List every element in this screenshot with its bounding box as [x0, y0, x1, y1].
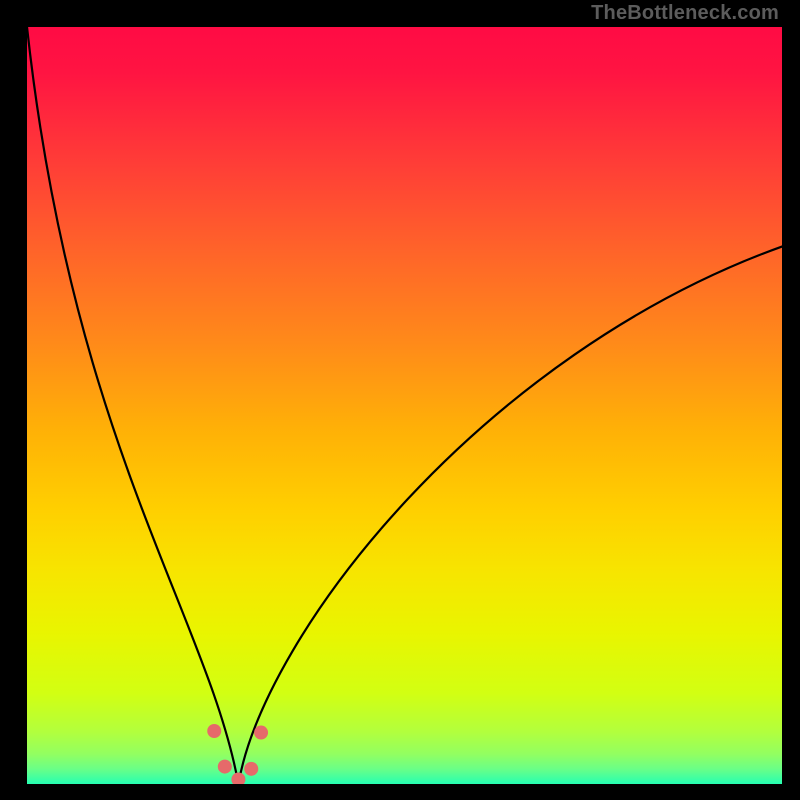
watermark-text: TheBottleneck.com	[591, 2, 779, 25]
chart-frame: TheBottleneck.com	[0, 0, 800, 800]
plot-area	[27, 27, 782, 784]
gradient-background	[27, 27, 782, 784]
